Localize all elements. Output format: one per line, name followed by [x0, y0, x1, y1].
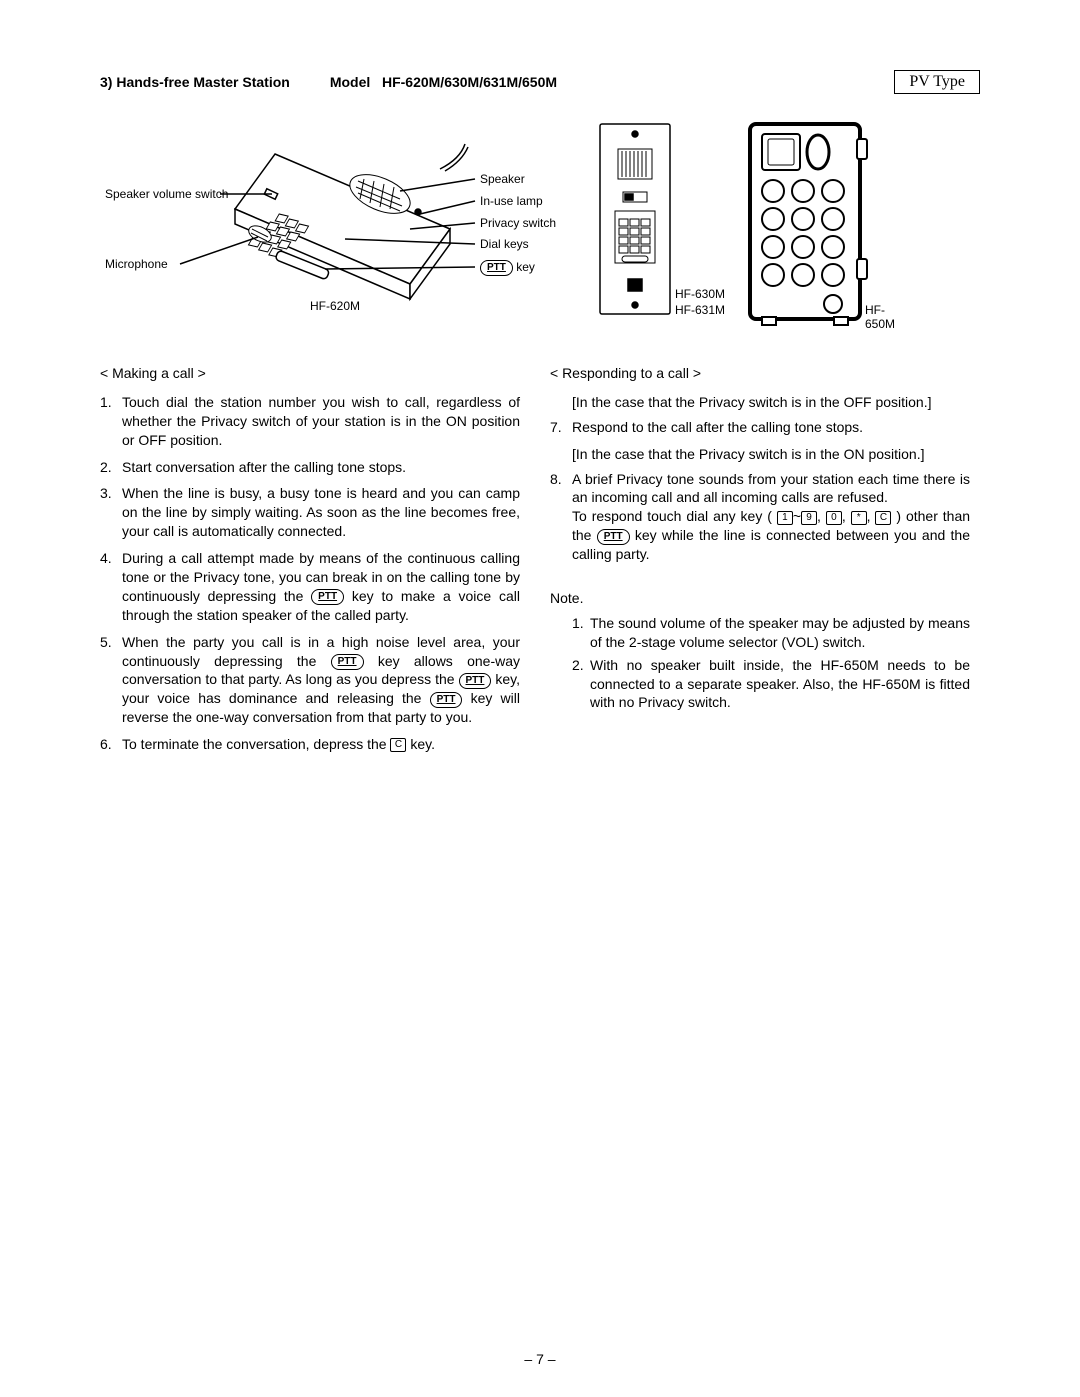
- item-5: 5. When the party you call is in a high …: [100, 633, 520, 727]
- making-call-heading: < Making a call >: [100, 364, 520, 383]
- item-4: 4. During a call attempt made by means o…: [100, 549, 520, 625]
- pv-type-box: PV Type: [894, 70, 980, 94]
- responding-heading: < Responding to a call >: [550, 364, 970, 383]
- callout-vol-switch: Speaker volume switch: [105, 187, 228, 201]
- label-hf630m: HF-630M: [675, 287, 725, 301]
- manual-page: 3) Hands-free Master Station Model HF-62…: [0, 0, 1080, 1397]
- item-8: 8. A brief Privacy tone sounds from your…: [550, 470, 970, 564]
- callout-ptt: PTT key: [480, 260, 535, 276]
- bracket-on: [In the case that the Privacy switch is …: [572, 445, 970, 464]
- callout-microphone: Microphone: [105, 257, 168, 271]
- diagram-hf630m: HF-630M HF-631M: [570, 119, 730, 329]
- callout-privacy: Privacy switch: [480, 216, 556, 230]
- ptt-key-icon: PTT: [430, 692, 463, 708]
- callout-speaker: Speaker: [480, 172, 525, 186]
- text-columns: < Making a call > 1. Touch dial the stat…: [100, 364, 980, 762]
- section-name: Hands-free Master Station: [116, 74, 289, 90]
- model-label: Model HF-620M/630M/631M/650M: [330, 74, 557, 90]
- c-key-icon: C: [390, 738, 406, 752]
- item-1: 1. Touch dial the station number you wis…: [100, 393, 520, 450]
- diagram-row: Speaker volume switch Microphone Speaker…: [100, 119, 980, 329]
- ptt-key-icon: PTT: [480, 260, 513, 276]
- note-heading: Note.: [550, 589, 970, 608]
- note-1: 1. The sound volume of the speaker may b…: [572, 614, 970, 652]
- label-hf650m: HF-650M: [865, 303, 910, 331]
- item-3: 3. When the line is busy, a busy tone is…: [100, 484, 520, 541]
- ptt-key-icon: PTT: [331, 654, 364, 670]
- key-1-icon: 1: [777, 511, 793, 525]
- item-7: 7. Respond to the call after the calling…: [550, 418, 970, 437]
- key-0-icon: 0: [826, 511, 842, 525]
- left-column: < Making a call > 1. Touch dial the stat…: [100, 364, 520, 762]
- diagram-hf620m: Speaker volume switch Microphone Speaker…: [100, 119, 560, 329]
- diagram-hf650m: HF-650M: [740, 119, 910, 329]
- callout-dial: Dial keys: [480, 237, 529, 251]
- hf650m-svg: [740, 119, 910, 329]
- item-6: 6. To terminate the conversation, depres…: [100, 735, 520, 754]
- note-2: 2. With no speaker built inside, the HF-…: [572, 656, 970, 713]
- header-row: 3) Hands-free Master Station Model HF-62…: [100, 70, 980, 94]
- bracket-off: [In the case that the Privacy switch is …: [572, 393, 970, 412]
- page-number: – 7 –: [0, 1351, 1080, 1367]
- callout-inuse: In-use lamp: [480, 194, 543, 208]
- ptt-key-icon: PTT: [459, 673, 492, 689]
- ptt-key-icon: PTT: [597, 529, 630, 545]
- section-title: 3) Hands-free Master Station: [100, 74, 290, 90]
- key-star-icon: *: [851, 511, 867, 525]
- label-hf631m: HF-631M: [675, 303, 725, 317]
- right-column: < Responding to a call > [In the case th…: [550, 364, 970, 762]
- item-2: 2. Start conversation after the calling …: [100, 458, 520, 477]
- ptt-key-icon: PTT: [311, 589, 344, 605]
- key-c-icon: C: [875, 511, 891, 525]
- section-num: 3): [100, 74, 112, 90]
- key-9-icon: 9: [801, 511, 817, 525]
- label-hf620m: HF-620M: [310, 299, 360, 313]
